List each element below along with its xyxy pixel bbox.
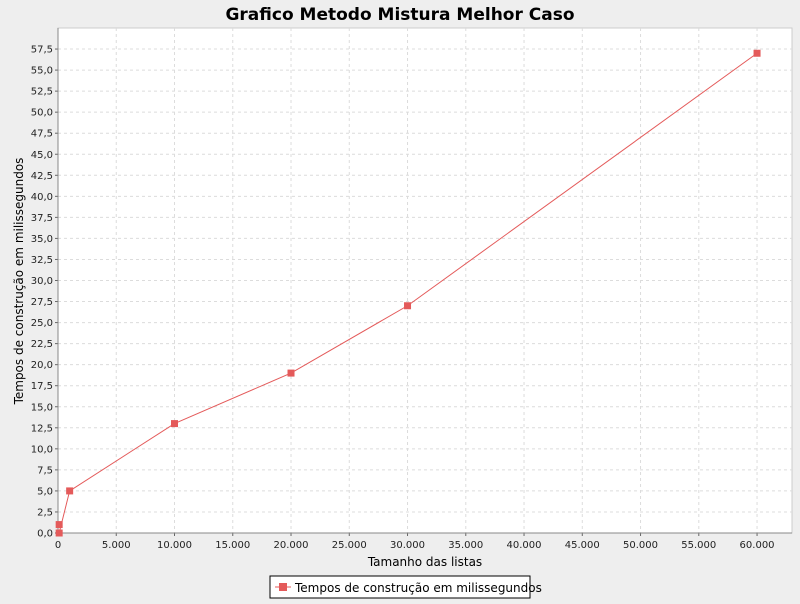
legend-series-marker — [279, 583, 287, 591]
x-tick-label: 20.000 — [274, 540, 309, 551]
x-tick-label: 30.000 — [390, 540, 425, 551]
data-point — [171, 420, 179, 428]
chart-title: Grafico Metodo Mistura Melhor Caso — [225, 5, 574, 25]
y-tick-label: 52,5 — [31, 87, 53, 98]
y-tick-label: 40,0 — [31, 192, 53, 203]
y-tick-label: 10,0 — [31, 444, 53, 455]
y-tick-label: 37,5 — [31, 213, 53, 224]
y-tick-label: 35,0 — [31, 234, 53, 245]
y-tick-label: 15,0 — [31, 402, 53, 413]
y-tick-label: 30,0 — [31, 276, 53, 287]
axes: 0 5.000 10.000 15.000 20.000 25.000 30.000 35.0… — [31, 28, 792, 551]
y-tick-label: 20,0 — [31, 360, 53, 371]
legend-series-label: Tempos de construção em milissegundos — [294, 581, 542, 595]
y-tick-label: 57,5 — [31, 45, 53, 56]
x-tick-label: 55.000 — [681, 540, 716, 551]
x-tick-label: 0 — [55, 540, 61, 551]
x-tick-label: 50.000 — [623, 540, 658, 551]
y-tick-label: 50,0 — [31, 108, 53, 119]
series-line — [58, 52, 758, 534]
series-layer — [55, 49, 761, 537]
legend-box — [269, 575, 531, 599]
y-tick-label: 12,5 — [31, 423, 53, 434]
data-point — [66, 487, 74, 495]
legend: Tempos de construção em milissegundos — [269, 575, 542, 599]
x-axis-label: Tamanho das listas — [367, 555, 482, 569]
y-tick-label: 27,5 — [31, 297, 53, 308]
y-tick-label: 42,5 — [31, 171, 53, 182]
y-tick-label: 2,5 — [37, 507, 53, 518]
x-tick-label: 5.000 — [102, 540, 131, 551]
y-tick-label: 45,0 — [31, 150, 53, 161]
x-tick-label: 60.000 — [740, 540, 775, 551]
y-tick-label: 55,0 — [31, 66, 53, 77]
x-tick-label: 15.000 — [215, 540, 250, 551]
y-tick-label: 32,5 — [31, 255, 53, 266]
x-tick-label: 35.000 — [448, 540, 483, 551]
y-tick-label: 22,5 — [31, 339, 53, 350]
data-point — [55, 521, 63, 529]
x-tick-label: 10.000 — [157, 540, 192, 551]
data-point — [404, 302, 412, 310]
y-tick-label: 7,5 — [37, 465, 53, 476]
x-tick-label: 40.000 — [507, 540, 542, 551]
y-tick-label: 0,0 — [37, 529, 53, 540]
data-point — [287, 369, 295, 377]
y-tick-label: 17,5 — [31, 381, 53, 392]
y-axis-label: Tempos de construção em milissegundos — [12, 158, 26, 406]
y-tick-label: 5,0 — [37, 486, 53, 497]
x-tick-label: 45.000 — [565, 540, 600, 551]
y-tick-label: 47,5 — [31, 129, 53, 140]
data-point — [753, 49, 761, 57]
x-tick-label: 25.000 — [332, 540, 367, 551]
y-tick-label: 25,0 — [31, 318, 53, 329]
data-point — [55, 529, 63, 537]
